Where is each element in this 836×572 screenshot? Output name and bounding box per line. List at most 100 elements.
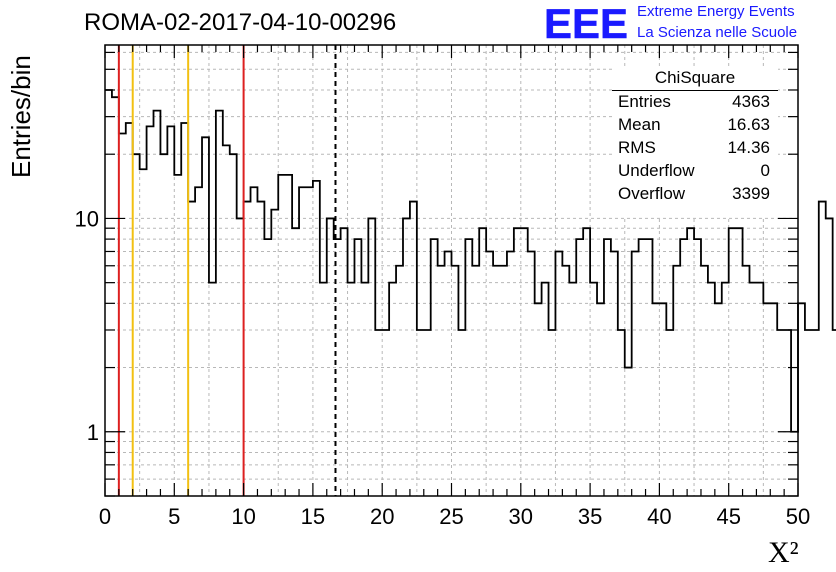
histogram-bin bbox=[521, 228, 528, 496]
histogram-bin bbox=[264, 239, 271, 496]
histogram-bin bbox=[105, 90, 112, 496]
histogram-bin bbox=[618, 330, 625, 496]
histogram-bin bbox=[472, 266, 479, 496]
eee-logo: EEE bbox=[544, 0, 629, 42]
logo-line-2: La Scienza nelle Scuole bbox=[637, 24, 798, 41]
x-tick-label: 40 bbox=[647, 504, 671, 529]
histogram-bin bbox=[348, 283, 355, 496]
histogram-bin bbox=[361, 283, 368, 496]
histogram-bin bbox=[805, 330, 812, 496]
x-tick-label: 50 bbox=[786, 504, 810, 529]
histogram-bin bbox=[722, 283, 729, 496]
histogram-bin bbox=[396, 266, 403, 496]
x-tick-label: 5 bbox=[168, 504, 180, 529]
stats-row-mean: Mean 16.63 bbox=[618, 115, 770, 137]
stats-box: ChiSquare Entries 4363 Mean 16.63 RMS 14… bbox=[612, 66, 778, 216]
histogram-bin bbox=[237, 218, 244, 496]
x-tick-label: 15 bbox=[301, 504, 325, 529]
histogram-bin bbox=[715, 303, 722, 496]
y-tick-label: 1 bbox=[87, 420, 99, 445]
histogram-bin bbox=[354, 239, 361, 496]
histogram-bars bbox=[105, 89, 836, 496]
stats-divider bbox=[612, 90, 778, 91]
histogram-bin bbox=[812, 330, 819, 496]
histogram-bin bbox=[770, 303, 777, 496]
histogram-bin bbox=[292, 228, 299, 496]
histogram-bin bbox=[133, 154, 140, 496]
histogram-bin bbox=[736, 228, 743, 496]
histogram-bin bbox=[299, 187, 306, 496]
histogram-bin bbox=[126, 123, 133, 496]
histogram-bin bbox=[403, 218, 410, 496]
eee-logo-mark: EEE bbox=[544, 0, 628, 42]
histogram-bin bbox=[549, 330, 556, 496]
histogram-bin bbox=[167, 126, 174, 496]
histogram-bin bbox=[763, 303, 770, 496]
histogram-bin bbox=[652, 303, 659, 496]
svg-text:Entries/bin: Entries/bin bbox=[8, 55, 36, 178]
x-axis-label: X² bbox=[768, 536, 799, 569]
histogram-bin bbox=[313, 181, 320, 496]
histogram-bin bbox=[680, 239, 687, 496]
histogram-bin bbox=[514, 228, 521, 496]
histogram-bin bbox=[202, 137, 209, 496]
stats-key: Entries bbox=[618, 92, 671, 111]
x-tick-label: 20 bbox=[370, 504, 394, 529]
stats-value: 4363 bbox=[732, 92, 770, 111]
histogram-bin bbox=[569, 283, 576, 496]
histogram-bin bbox=[673, 266, 680, 496]
stats-key: RMS bbox=[618, 138, 656, 157]
histogram-bin bbox=[542, 283, 549, 496]
histogram-bin bbox=[597, 303, 604, 496]
chart-title: ROMA-02-2017-04-10-00296 bbox=[84, 9, 397, 36]
histogram-bin bbox=[431, 239, 438, 496]
histogram-bin bbox=[181, 123, 188, 496]
histogram-bin bbox=[209, 283, 216, 496]
histogram-bin bbox=[659, 303, 666, 496]
stats-value: 3399 bbox=[732, 184, 770, 203]
histogram-bin bbox=[389, 283, 396, 496]
histogram-bin bbox=[701, 266, 708, 496]
histogram-bin bbox=[555, 251, 562, 496]
histogram-outline bbox=[105, 89, 836, 433]
histogram-bin bbox=[382, 330, 389, 496]
histogram-bin bbox=[174, 175, 181, 496]
histogram-bin bbox=[604, 239, 611, 496]
histogram-bin bbox=[729, 228, 736, 496]
histogram-bin bbox=[112, 97, 119, 496]
histogram-bin bbox=[251, 187, 258, 496]
histogram-bin bbox=[632, 251, 639, 496]
histogram-bin bbox=[147, 126, 154, 496]
histogram-bin bbox=[375, 330, 382, 496]
stats-title: ChiSquare bbox=[654, 68, 736, 87]
stats-value: 16.63 bbox=[727, 115, 770, 134]
histogram-bin bbox=[452, 266, 459, 496]
histogram-bin bbox=[368, 218, 375, 496]
histogram-bin bbox=[646, 239, 653, 496]
histogram-bin bbox=[535, 303, 542, 496]
histogram-bin bbox=[507, 251, 514, 496]
histogram-bin bbox=[195, 187, 202, 496]
histogram-bin bbox=[833, 330, 836, 496]
histogram-bin bbox=[140, 169, 147, 496]
histogram-bin bbox=[666, 330, 673, 496]
histogram-bin bbox=[756, 283, 763, 496]
stats-key: Mean bbox=[618, 115, 661, 134]
histogram-bin bbox=[410, 202, 417, 496]
axis-ticks: 0 5 10 15 20 25 30 35 40 45 50 1 10 bbox=[75, 45, 810, 529]
histogram-bin bbox=[784, 330, 791, 496]
histogram-bin bbox=[798, 303, 805, 496]
stats-row-entries: Entries 4363 bbox=[618, 92, 770, 114]
histogram-bin bbox=[445, 251, 452, 496]
histogram-bin bbox=[306, 187, 313, 496]
histogram-bin bbox=[230, 154, 237, 496]
histogram-bin bbox=[826, 218, 833, 496]
histogram-bin bbox=[486, 251, 493, 496]
stats-value: 14.36 bbox=[727, 138, 770, 157]
histogram-bin bbox=[743, 266, 750, 496]
histogram-bin bbox=[327, 218, 334, 496]
x-tick-label: 35 bbox=[578, 504, 602, 529]
x-tick-label: 10 bbox=[231, 504, 255, 529]
histogram-bin bbox=[777, 330, 784, 496]
histogram-bin bbox=[223, 145, 230, 496]
